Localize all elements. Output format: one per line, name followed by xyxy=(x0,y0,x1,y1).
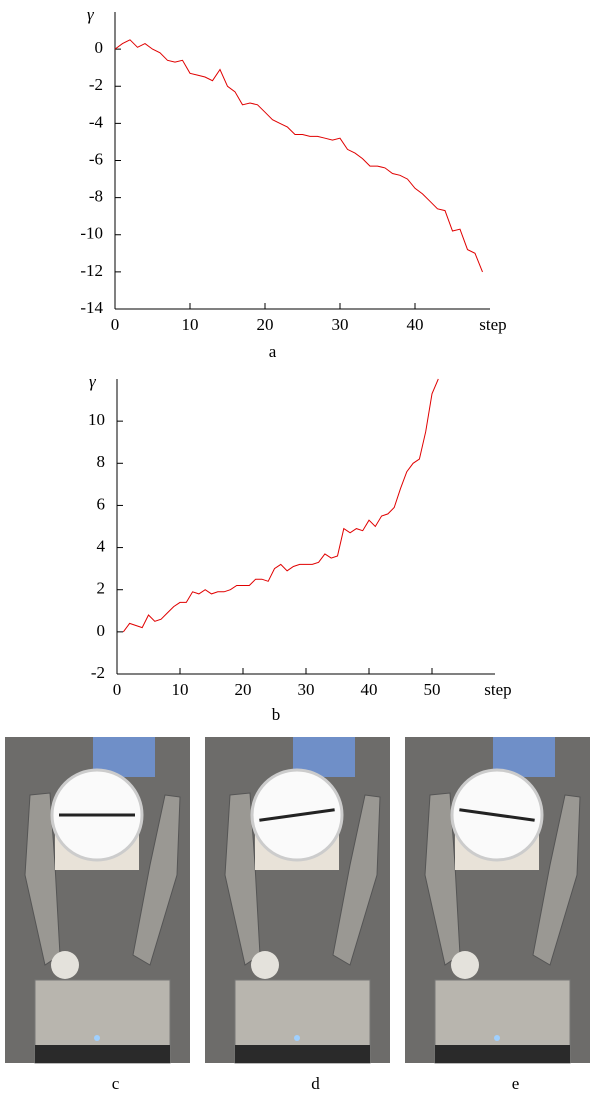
data-line xyxy=(114,39,483,273)
caption: a xyxy=(269,342,277,361)
y-tick-label: 0 xyxy=(97,621,106,640)
x-axis-label: step xyxy=(479,315,506,334)
x-tick-label: 40 xyxy=(361,680,378,699)
y-tick-label: -2 xyxy=(91,663,105,682)
y-tick-label: 0 xyxy=(95,38,104,57)
finger-right xyxy=(132,794,181,966)
y-axis-label: γ xyxy=(87,5,95,24)
y-axis-label: γ xyxy=(89,372,97,391)
led xyxy=(494,1035,500,1041)
photo xyxy=(205,737,390,1064)
ball xyxy=(51,951,79,979)
led xyxy=(294,1035,300,1041)
y-tick-label: 2 xyxy=(97,579,106,598)
x-tick-label: 20 xyxy=(235,680,252,699)
cup-marker xyxy=(459,808,535,822)
y-tick-label: -10 xyxy=(80,224,103,243)
caption: d xyxy=(311,1074,320,1093)
x-tick-label: 30 xyxy=(298,680,315,699)
x-tick-label: 0 xyxy=(113,680,122,699)
finger-right xyxy=(332,794,381,966)
caption: c xyxy=(112,1074,120,1093)
y-tick-label: 6 xyxy=(97,494,106,513)
x-tick-label: 10 xyxy=(172,680,189,699)
x-tick-label: 20 xyxy=(257,315,274,334)
y-tick-label: -6 xyxy=(89,149,103,168)
x-tick-label: 10 xyxy=(182,315,199,334)
base-band xyxy=(235,1045,370,1063)
caption: e xyxy=(512,1074,520,1093)
x-tick-label: 30 xyxy=(332,315,349,334)
ball xyxy=(451,951,479,979)
base-band xyxy=(435,1045,570,1063)
base-band xyxy=(35,1045,170,1063)
cup-marker xyxy=(259,808,335,822)
y-tick-label: -2 xyxy=(89,75,103,94)
y-tick-label: 4 xyxy=(97,536,106,555)
y-tick-label: -12 xyxy=(80,261,103,280)
y-tick-label: 10 xyxy=(88,410,105,429)
ball xyxy=(251,951,279,979)
x-axis-label: step xyxy=(484,680,511,699)
caption: b xyxy=(272,705,281,724)
led xyxy=(94,1035,100,1041)
y-tick-label: -8 xyxy=(89,187,103,206)
x-tick-label: 50 xyxy=(424,680,441,699)
finger-right xyxy=(532,794,581,966)
y-tick-label: -4 xyxy=(89,112,104,131)
x-tick-label: 40 xyxy=(407,315,424,334)
photo xyxy=(5,737,190,1064)
photo xyxy=(405,737,590,1064)
y-tick-label: -14 xyxy=(80,298,103,317)
data-line xyxy=(122,378,439,633)
y-tick-label: 8 xyxy=(97,452,106,471)
x-tick-label: 0 xyxy=(111,315,120,334)
